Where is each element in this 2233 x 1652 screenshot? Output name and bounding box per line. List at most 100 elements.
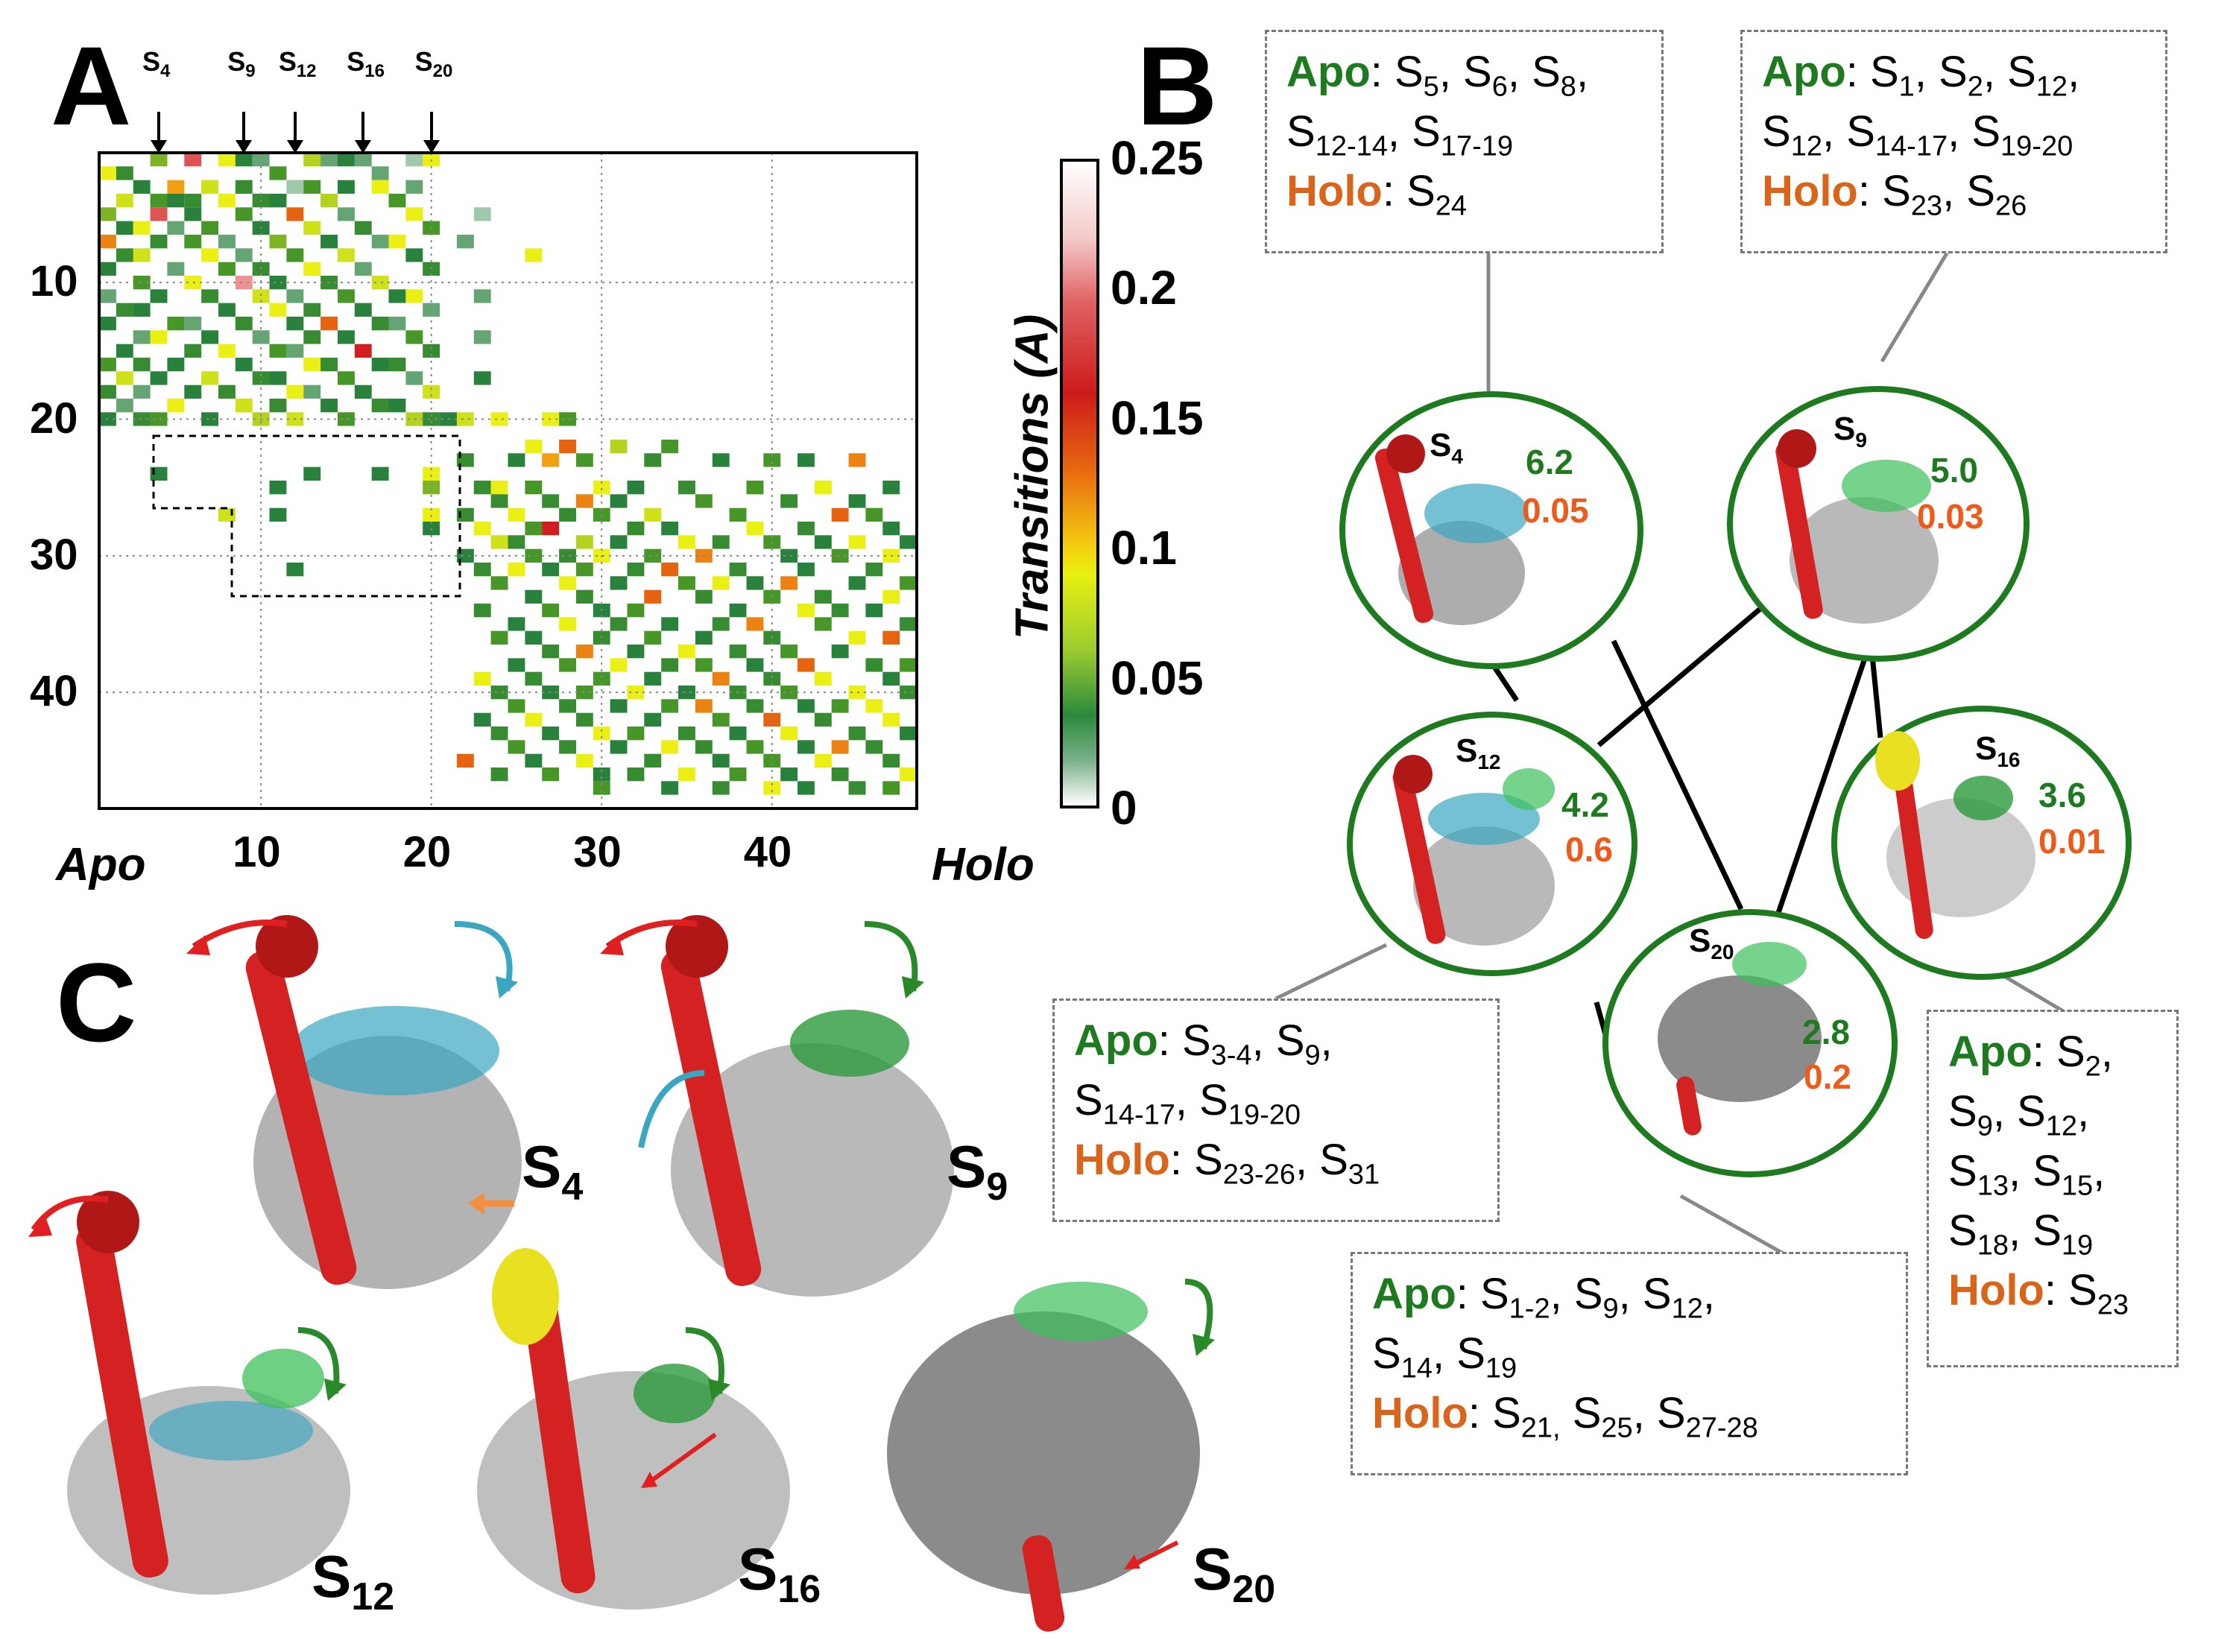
x-label-holo: Holo bbox=[932, 839, 1035, 890]
heatmap-cell bbox=[405, 289, 423, 303]
heatmap-cell bbox=[473, 371, 491, 385]
node-s9-value-orange: 0.03 bbox=[1917, 497, 1984, 536]
heatmap-cell bbox=[848, 781, 866, 795]
node-s16[interactable]: S16 3.6 0.01 bbox=[1831, 706, 2132, 980]
heatmap-cell bbox=[798, 699, 815, 713]
heatmap-cell bbox=[235, 153, 253, 167]
arrow-head-icon bbox=[355, 140, 372, 154]
heatmap-cell bbox=[235, 317, 253, 331]
heatmap-cell bbox=[559, 617, 576, 631]
heatmap-cell bbox=[354, 221, 372, 235]
node-s12[interactable]: S12 4.2 0.6 bbox=[1347, 712, 1637, 976]
colorbar-tick-label: 0.15 bbox=[1111, 390, 1204, 445]
heatmap-cell bbox=[473, 330, 491, 344]
node-s20[interactable]: S20 2.8 0.2 bbox=[1602, 909, 1898, 1177]
heatmap-cell bbox=[508, 535, 525, 549]
top-marker-label: S9 bbox=[227, 46, 256, 82]
heatmap-cell bbox=[150, 207, 168, 221]
heatmap-cell bbox=[286, 563, 304, 577]
colorbar-tick-label: 0 bbox=[1111, 781, 1137, 835]
heatmap-cell bbox=[456, 753, 474, 768]
heatmap-cell bbox=[252, 289, 270, 303]
heatmap-cell bbox=[661, 563, 679, 577]
heatmap-cell bbox=[338, 289, 355, 303]
heatmap-cell bbox=[490, 412, 508, 426]
heatmap-cell bbox=[712, 753, 730, 768]
heatmap-cell bbox=[865, 563, 883, 577]
heatmap-cell bbox=[814, 617, 832, 631]
heatmap-cell bbox=[865, 507, 883, 522]
heatmap-cell bbox=[900, 768, 917, 782]
heatmap-cell bbox=[882, 753, 900, 768]
heatmap-cell bbox=[508, 507, 525, 522]
heatmap-cell bbox=[559, 507, 576, 522]
heatmap-cell bbox=[286, 384, 304, 399]
top-marker-label: S20 bbox=[414, 46, 453, 82]
node-s4[interactable]: S4 6.2 0.05 bbox=[1339, 391, 1643, 669]
node-s20-value-orange: 0.2 bbox=[1804, 1057, 1851, 1096]
heatmap-cell bbox=[848, 576, 866, 590]
heatmap-cell bbox=[303, 221, 321, 235]
heatmap-cell bbox=[133, 248, 151, 262]
heatmap-cell bbox=[831, 645, 849, 659]
heatmap-cell bbox=[661, 617, 679, 631]
heatmap-cell bbox=[678, 481, 695, 495]
heatmap-cell bbox=[882, 781, 900, 795]
heatmap-cell bbox=[473, 563, 491, 577]
heatmap-cell bbox=[814, 712, 832, 727]
heatmap-cell bbox=[456, 453, 474, 467]
heatmap-cell bbox=[610, 440, 628, 454]
heatmap-cell bbox=[798, 563, 815, 577]
heatmap-cell bbox=[575, 494, 593, 508]
heatmap-cell bbox=[303, 358, 321, 372]
heatmap-cell bbox=[269, 166, 287, 180]
arrow-head-icon bbox=[150, 140, 167, 154]
heatmap-cell bbox=[678, 576, 695, 590]
heatmap-cell bbox=[286, 289, 304, 303]
protein-s20-icon bbox=[1658, 942, 1822, 1136]
heatmap-cell bbox=[235, 207, 253, 221]
node-s9[interactable]: S9 5.0 0.03 bbox=[1727, 386, 2030, 662]
down-arrow-icon bbox=[157, 112, 160, 145]
panel-b-letter: B bbox=[1137, 23, 1218, 148]
heatmap-cell bbox=[780, 494, 798, 508]
heatmap-cell bbox=[900, 576, 917, 590]
label-s20: S20 bbox=[1193, 1536, 1276, 1611]
node-s9-label: S9 bbox=[1834, 411, 1867, 452]
heatmap-cell bbox=[473, 207, 491, 221]
heatmap-cell bbox=[456, 507, 474, 522]
heatmap-cell bbox=[780, 645, 798, 659]
heatmap-cell bbox=[882, 481, 900, 495]
heatmap-cell bbox=[490, 481, 508, 495]
node-s12-value-green: 4.2 bbox=[1561, 785, 1609, 824]
heatmap-cell bbox=[133, 330, 151, 344]
heatmap-cell bbox=[882, 712, 900, 727]
heatmap-cell bbox=[269, 481, 287, 495]
down-arrow-icon bbox=[361, 112, 365, 145]
heatmap-cell bbox=[99, 358, 116, 372]
heatmap-cell bbox=[525, 481, 543, 495]
heatmap-cell bbox=[900, 727, 917, 741]
heatmap-cell bbox=[746, 658, 764, 672]
heatmap-cell bbox=[763, 781, 781, 795]
heatmap-cell bbox=[575, 645, 593, 659]
heatmap-cell bbox=[763, 753, 781, 768]
heatmap-cell bbox=[338, 330, 355, 344]
heatmap-cell bbox=[354, 303, 372, 317]
heatmap-cell bbox=[473, 522, 491, 536]
arrow-head-icon bbox=[286, 140, 303, 154]
heatmap-cell bbox=[525, 522, 543, 536]
heatmap-cell bbox=[338, 207, 355, 221]
heatmap-cell bbox=[610, 699, 628, 713]
heatmap-cell bbox=[865, 740, 883, 754]
heatmap-cell bbox=[525, 753, 543, 768]
heatmap-cell bbox=[218, 344, 236, 358]
heatmap-cell bbox=[593, 781, 610, 795]
heatmap-cell bbox=[338, 153, 355, 167]
heatmap-cell bbox=[746, 522, 764, 536]
heatmap-cell bbox=[320, 194, 338, 208]
down-arrow-icon bbox=[293, 112, 297, 145]
heatmap-cell bbox=[184, 207, 202, 221]
heatmap-cell bbox=[490, 686, 508, 700]
heatmap-cell bbox=[456, 235, 474, 249]
